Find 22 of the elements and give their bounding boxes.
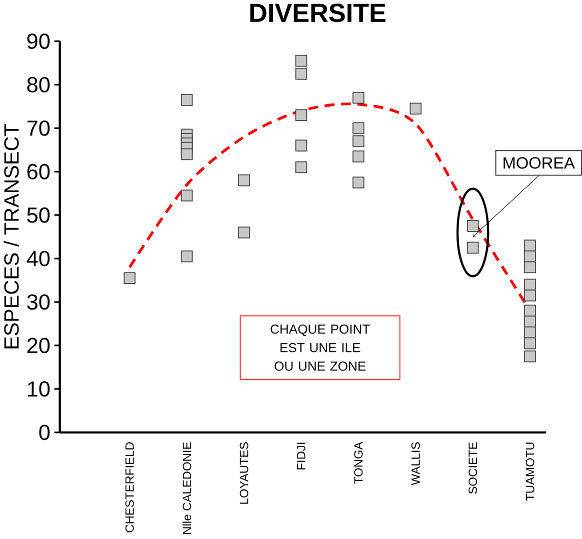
x-tick-label: WALLIS: [411, 442, 420, 486]
y-tick-label: 90: [27, 34, 50, 50]
y-tick-label: 60: [27, 164, 50, 180]
y-tick-label: 20: [27, 338, 50, 354]
chart-title: DIVERSITE: [250, 4, 386, 22]
x-tick-label: CHESTERFIELD: [125, 442, 134, 533]
y-tick-label: 0: [39, 424, 50, 440]
y-tick-label: 80: [27, 77, 50, 93]
x-tick-label: TUAMOTU: [526, 442, 534, 501]
y-tick-label: 40: [26, 251, 50, 267]
annotation: CHAQUE POINT EST UNE ILE OU UNE ZONE: [270, 324, 370, 372]
x-tick-label: FIDJI: [297, 443, 306, 470]
x-tick-label: LOYAUTES: [240, 442, 248, 504]
annotation: MOOREA: [504, 157, 575, 169]
y-tick-label: 70: [27, 120, 50, 136]
x-tick-label: Nlle CALEDONIE: [182, 442, 192, 534]
y-axis-title: ESPECES / TRANSECT: [4, 124, 19, 349]
y-tick-label: 10: [28, 381, 50, 397]
x-tick-label: TONGA: [354, 442, 363, 484]
y-tick-label: 50: [27, 208, 50, 224]
y-tick-label: 30: [27, 294, 50, 310]
x-tick-label: SOCIETE: [468, 442, 478, 494]
